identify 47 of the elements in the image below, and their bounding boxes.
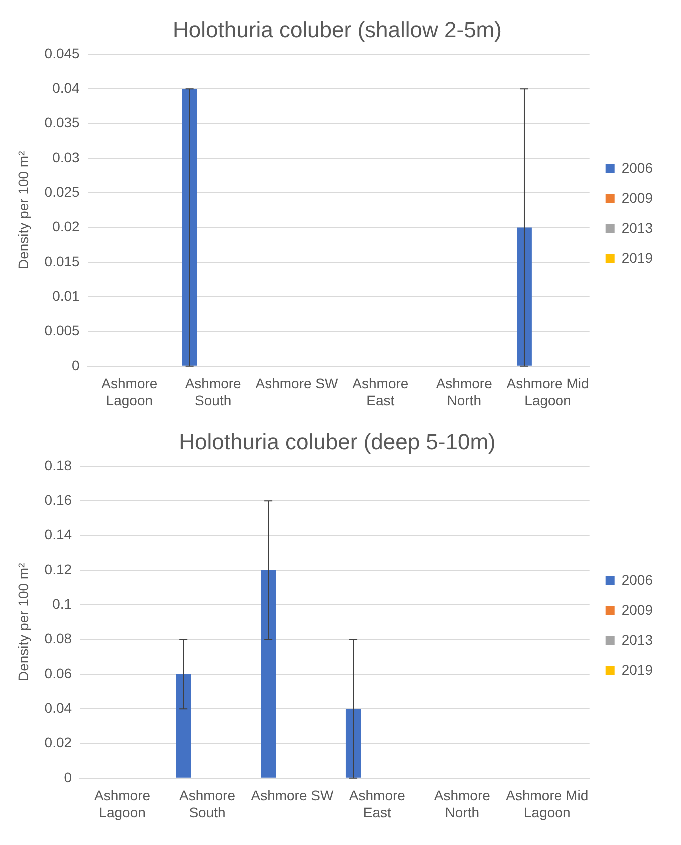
legend-label: 2009 bbox=[622, 602, 654, 618]
y-tick-label: 0.16 bbox=[44, 492, 72, 508]
y-tick-label: 0.035 bbox=[44, 114, 80, 131]
y-tick-label: 0.02 bbox=[44, 734, 72, 751]
y-tick-label: 0.015 bbox=[44, 253, 80, 270]
y-tick-label: 0.04 bbox=[44, 700, 72, 716]
y-axis-title: Density per 100 m² bbox=[15, 562, 32, 682]
y-tick-label: 0.06 bbox=[44, 665, 72, 682]
chart-title: Holothuria coluber (shallow 2-5m) bbox=[173, 17, 502, 42]
y-tick-label: 0.14 bbox=[44, 526, 72, 543]
legend-label: 2019 bbox=[622, 250, 654, 266]
legend-label: 2009 bbox=[622, 190, 654, 206]
x-tick-label: Ashmore Lagoon bbox=[94, 788, 151, 820]
y-tick-label: 0.045 bbox=[44, 45, 80, 62]
y-tick-label: 0.1 bbox=[52, 596, 72, 612]
y-tick-label: 0.01 bbox=[52, 288, 80, 304]
x-tick-label: Ashmore South bbox=[179, 788, 236, 820]
y-tick-label: 0.005 bbox=[44, 322, 80, 339]
bar bbox=[261, 570, 276, 778]
y-tick-label: 0.12 bbox=[44, 561, 72, 578]
x-tick-label: Ashmore SW bbox=[256, 376, 340, 392]
legend-label: 2013 bbox=[622, 632, 654, 648]
x-tick-label: Ashmore Lagoon bbox=[102, 376, 158, 408]
x-tick-label: Ashmore Mid Lagoon bbox=[506, 376, 590, 408]
y-tick-label: 0 bbox=[72, 357, 80, 374]
x-tick-label: Ashmore SW bbox=[251, 788, 334, 804]
x-tick-label: Ashmore East bbox=[349, 788, 406, 820]
y-tick-label: 0.02 bbox=[52, 218, 80, 235]
x-tick-label: Ashmore North bbox=[434, 788, 491, 820]
y-axis-title: Density per 100 m² bbox=[15, 150, 32, 270]
bar bbox=[176, 674, 192, 778]
y-tick-label: 0.18 bbox=[44, 457, 72, 474]
x-tick-label: Ashmore East bbox=[352, 376, 409, 408]
x-tick-label: Ashmore South bbox=[185, 376, 242, 408]
x-tick-label: Ashmore Mid Lagoon bbox=[506, 788, 589, 820]
x-tick-label: Ashmore North bbox=[436, 376, 493, 408]
legend-label: 2013 bbox=[622, 220, 654, 236]
y-tick-label: 0.025 bbox=[44, 184, 80, 200]
y-tick-label: 0.04 bbox=[52, 80, 80, 96]
legend-label: 2006 bbox=[622, 160, 654, 176]
bar bbox=[346, 709, 362, 778]
y-tick-label: 0 bbox=[64, 769, 72, 786]
y-tick-label: 0.08 bbox=[44, 630, 72, 647]
legend-label: 2019 bbox=[622, 662, 654, 678]
chart-title: Holothuria coluber (deep 5-10m) bbox=[179, 429, 496, 454]
y-tick-label: 0.03 bbox=[52, 149, 80, 166]
legend-label: 2006 bbox=[622, 572, 654, 588]
